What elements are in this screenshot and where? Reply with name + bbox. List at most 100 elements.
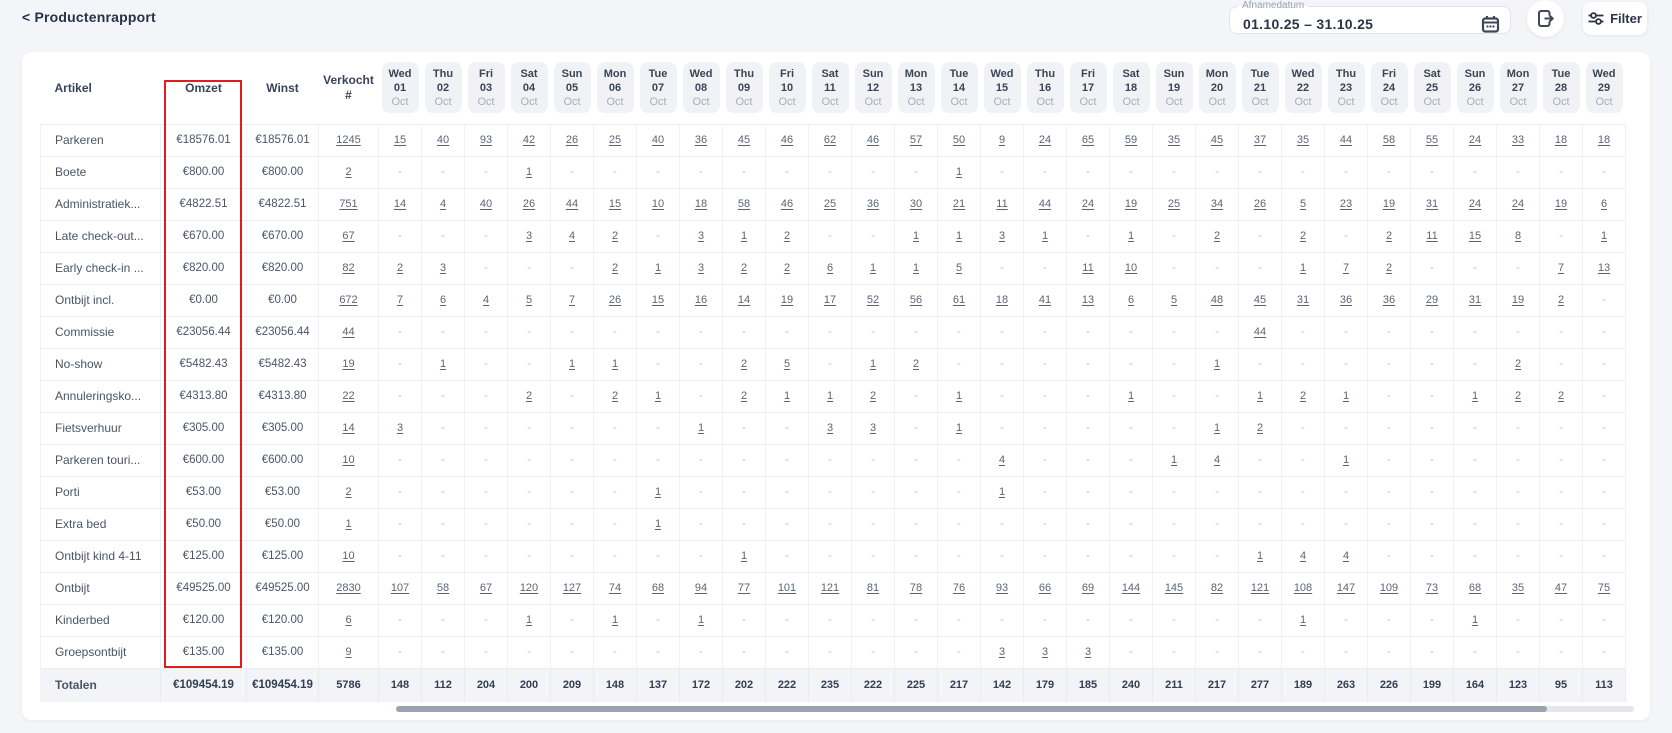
daily-count-link[interactable]: 3 bbox=[1084, 646, 1092, 658]
daily-count-link[interactable]: 3 bbox=[525, 230, 533, 242]
daily-count-link[interactable]: 109 bbox=[1379, 582, 1399, 594]
daily-count-link[interactable]: 1 bbox=[1256, 390, 1264, 402]
daily-count-link[interactable]: 25 bbox=[1167, 198, 1181, 210]
daily-count-link[interactable]: 5 bbox=[783, 358, 791, 370]
daily-count-link[interactable]: 50 bbox=[952, 134, 966, 146]
verkocht-count-link[interactable]: 2830 bbox=[336, 582, 361, 594]
daily-count-link[interactable]: 52 bbox=[866, 294, 880, 306]
daily-count-link[interactable]: 121 bbox=[820, 582, 840, 594]
daily-count-link[interactable]: 120 bbox=[519, 582, 539, 594]
verkocht-count-link[interactable]: 10 bbox=[342, 454, 355, 466]
calendar-icon[interactable] bbox=[1481, 15, 1500, 34]
daily-count-link[interactable]: 2 bbox=[1385, 230, 1393, 242]
daily-count-link[interactable]: 45 bbox=[737, 134, 751, 146]
daily-count-link[interactable]: 1 bbox=[912, 230, 920, 242]
daily-count-link[interactable]: 1 bbox=[697, 614, 705, 626]
daily-count-link[interactable]: 69 bbox=[1081, 582, 1095, 594]
daily-count-link[interactable]: 4 bbox=[482, 294, 490, 306]
daily-count-link[interactable]: 1 bbox=[1471, 614, 1479, 626]
daily-count-link[interactable]: 15 bbox=[651, 294, 665, 306]
daily-count-link[interactable]: 1 bbox=[1127, 230, 1135, 242]
daily-count-link[interactable]: 31 bbox=[1296, 294, 1310, 306]
daily-count-link[interactable]: 58 bbox=[436, 582, 450, 594]
daily-count-link[interactable]: 59 bbox=[1124, 134, 1138, 146]
horizontal-scrollbar-thumb[interactable] bbox=[396, 706, 1548, 712]
daily-count-link[interactable]: 30 bbox=[909, 198, 923, 210]
daily-count-link[interactable]: 24 bbox=[1081, 198, 1095, 210]
daily-count-link[interactable]: 18 bbox=[694, 198, 708, 210]
daily-count-link[interactable]: 1 bbox=[611, 614, 619, 626]
daily-count-link[interactable]: 44 bbox=[1253, 326, 1267, 338]
daily-count-link[interactable]: 147 bbox=[1336, 582, 1356, 594]
daily-count-link[interactable]: 2 bbox=[1299, 390, 1307, 402]
verkocht-count-link[interactable]: 6 bbox=[345, 614, 352, 626]
daily-count-link[interactable]: 26 bbox=[565, 134, 579, 146]
daily-count-link[interactable]: 2 bbox=[1514, 390, 1522, 402]
daily-count-link[interactable]: 10 bbox=[651, 198, 665, 210]
daily-count-link[interactable]: 40 bbox=[651, 134, 665, 146]
daily-count-link[interactable]: 1 bbox=[1256, 550, 1264, 562]
daily-count-link[interactable]: 24 bbox=[1038, 134, 1052, 146]
daily-count-link[interactable]: 2 bbox=[611, 390, 619, 402]
verkocht-count-link[interactable]: 19 bbox=[342, 358, 355, 370]
daily-count-link[interactable]: 15 bbox=[608, 198, 622, 210]
daily-count-link[interactable]: 7 bbox=[1557, 262, 1565, 274]
daily-count-link[interactable]: 3 bbox=[697, 230, 705, 242]
date-range-value[interactable]: 01.10.25 – 31.10.25 bbox=[1243, 16, 1374, 32]
daily-count-link[interactable]: 34 bbox=[1210, 198, 1224, 210]
daily-count-link[interactable]: 93 bbox=[995, 582, 1009, 594]
daily-count-link[interactable]: 1 bbox=[568, 358, 576, 370]
daily-count-link[interactable]: 2 bbox=[740, 262, 748, 274]
daily-count-link[interactable]: 121 bbox=[1250, 582, 1270, 594]
daily-count-link[interactable]: 2 bbox=[1557, 294, 1565, 306]
daily-count-link[interactable]: 31 bbox=[1425, 198, 1439, 210]
daily-count-link[interactable]: 68 bbox=[651, 582, 665, 594]
daily-count-link[interactable]: 1 bbox=[869, 358, 877, 370]
daily-count-link[interactable]: 19 bbox=[1554, 198, 1568, 210]
horizontal-scrollbar[interactable] bbox=[396, 706, 1634, 712]
daily-count-link[interactable]: 66 bbox=[1038, 582, 1052, 594]
daily-count-link[interactable]: 2 bbox=[740, 358, 748, 370]
daily-count-link[interactable]: 44 bbox=[565, 198, 579, 210]
daily-count-link[interactable]: 1 bbox=[826, 390, 834, 402]
daily-count-link[interactable]: 61 bbox=[952, 294, 966, 306]
daily-count-link[interactable]: 1 bbox=[1041, 230, 1049, 242]
daily-count-link[interactable]: 14 bbox=[737, 294, 751, 306]
daily-count-link[interactable]: 74 bbox=[608, 582, 622, 594]
daily-count-link[interactable]: 6 bbox=[1127, 294, 1135, 306]
daily-count-link[interactable]: 2 bbox=[1256, 422, 1264, 434]
daily-count-link[interactable]: 26 bbox=[522, 198, 536, 210]
daily-count-link[interactable]: 57 bbox=[909, 134, 923, 146]
daily-count-link[interactable]: 2 bbox=[1299, 230, 1307, 242]
daily-count-link[interactable]: 1 bbox=[1299, 614, 1307, 626]
verkocht-count-link[interactable]: 82 bbox=[342, 262, 355, 274]
daily-count-link[interactable]: 25 bbox=[608, 134, 622, 146]
daily-count-link[interactable]: 48 bbox=[1210, 294, 1224, 306]
daily-count-link[interactable]: 19 bbox=[1382, 198, 1396, 210]
daily-count-link[interactable]: 6 bbox=[826, 262, 834, 274]
daily-count-link[interactable]: 2 bbox=[912, 358, 920, 370]
daily-count-link[interactable]: 7 bbox=[396, 294, 404, 306]
daily-count-link[interactable]: 1 bbox=[1471, 390, 1479, 402]
verkocht-count-link[interactable]: 672 bbox=[339, 294, 358, 306]
daily-count-link[interactable]: 73 bbox=[1425, 582, 1439, 594]
daily-count-link[interactable]: 42 bbox=[522, 134, 536, 146]
daily-count-link[interactable]: 14 bbox=[393, 198, 407, 210]
daily-count-link[interactable]: 1 bbox=[525, 614, 533, 626]
daily-count-link[interactable]: 5 bbox=[1170, 294, 1178, 306]
verkocht-count-link[interactable]: 44 bbox=[342, 326, 355, 338]
daily-count-link[interactable]: 2 bbox=[396, 262, 404, 274]
daily-count-link[interactable]: 1 bbox=[740, 550, 748, 562]
daily-count-link[interactable]: 4 bbox=[568, 230, 576, 242]
daily-count-link[interactable]: 13 bbox=[1081, 294, 1095, 306]
daily-count-link[interactable]: 18 bbox=[995, 294, 1009, 306]
verkocht-count-link[interactable]: 9 bbox=[345, 646, 352, 658]
daily-count-link[interactable]: 1 bbox=[1213, 358, 1221, 370]
verkocht-count-link[interactable]: 67 bbox=[342, 230, 355, 242]
daily-count-link[interactable]: 62 bbox=[823, 134, 837, 146]
daily-count-link[interactable]: 5 bbox=[1299, 198, 1307, 210]
verkocht-count-link[interactable]: 14 bbox=[342, 422, 355, 434]
daily-count-link[interactable]: 36 bbox=[866, 198, 880, 210]
daily-count-link[interactable]: 16 bbox=[694, 294, 708, 306]
daily-count-link[interactable]: 1 bbox=[654, 262, 662, 274]
